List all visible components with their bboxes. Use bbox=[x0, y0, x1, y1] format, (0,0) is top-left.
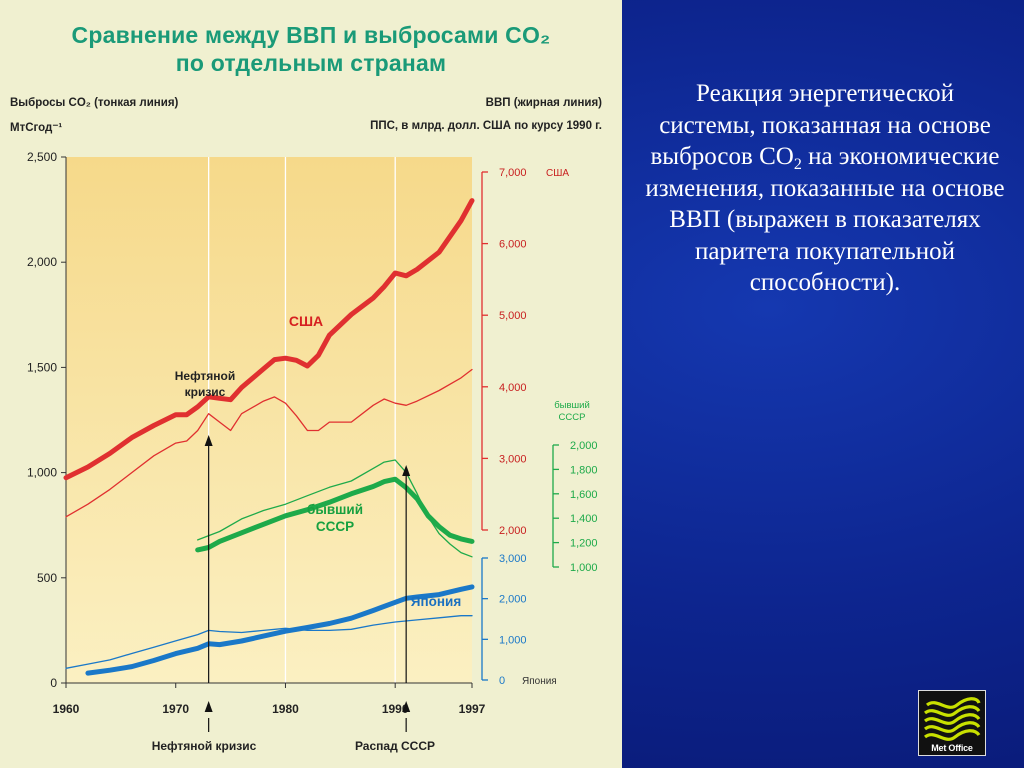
ussr-collapse-arrowhead-bottom bbox=[402, 701, 411, 712]
x-tick-label: 1990 bbox=[382, 702, 409, 716]
ussr-series-label-line1: бывший bbox=[307, 502, 363, 517]
x-tick-label: 1997 bbox=[459, 702, 486, 716]
right-tick-label: 2,000 bbox=[570, 440, 598, 452]
oil-crisis-label-top-line2: кризис bbox=[185, 385, 226, 399]
ussr-axis-name-line1: бывший bbox=[554, 400, 590, 411]
right-tick-label: 1,400 bbox=[570, 513, 598, 525]
ussr-collapse-arrowhead-top bbox=[402, 465, 411, 476]
plot-area bbox=[66, 157, 472, 683]
oil-crisis-arrowhead-top bbox=[204, 435, 213, 446]
series-line-3 bbox=[197, 459, 473, 558]
right-tick-label: 1,200 bbox=[570, 538, 598, 550]
left-tick-label: 2,500 bbox=[27, 150, 57, 164]
series-line-5 bbox=[65, 615, 473, 669]
japan-series-label: Япония bbox=[411, 594, 461, 609]
caption-part1: Реакция энергетической системы, показанн… bbox=[650, 80, 991, 170]
right-axis-unit: ППС, в млрд. долл. США по курсу 1990 г. bbox=[370, 120, 602, 132]
series-line-0 bbox=[63, 198, 475, 481]
ussr-collapse-label: Распад СССР bbox=[355, 739, 435, 753]
usa-axis-name: США bbox=[546, 168, 569, 179]
x-tick-label: 1970 bbox=[162, 702, 189, 716]
left-tick-label: 1,000 bbox=[27, 466, 57, 480]
chart-title-line2: по отдельным странам bbox=[175, 50, 447, 76]
japan-axis-name: Япония bbox=[522, 676, 557, 687]
right-tick-label: 2,000 bbox=[499, 594, 527, 606]
right-tick-label: 1,600 bbox=[570, 489, 598, 501]
right-tick-label: 5,000 bbox=[499, 310, 527, 322]
right-tick-label: 1,800 bbox=[570, 464, 598, 476]
chart-plot: 0 500 1,000 1,500 2,000 2,500 1960 1970 1980 1990… bbox=[27, 150, 598, 753]
right-tick-label: 4,000 bbox=[499, 382, 527, 394]
right-tick-label: 1,000 bbox=[499, 634, 527, 646]
oil-crisis-arrowhead-bottom bbox=[204, 701, 213, 712]
right-axis-header: ВВП (жирная линия) bbox=[485, 97, 602, 109]
right-tick-label: 6,000 bbox=[499, 239, 527, 251]
left-tick-label: 2,000 bbox=[27, 255, 57, 269]
right-tick-label: 7,000 bbox=[499, 167, 527, 179]
usa-series-label: США bbox=[289, 313, 323, 329]
right-tick-label: 2,000 bbox=[499, 525, 527, 537]
left-axis-unit: МтСгод⁻¹ bbox=[10, 122, 63, 134]
x-tick-label: 1980 bbox=[272, 702, 299, 716]
series-line-4 bbox=[85, 584, 475, 676]
x-tick-label: 1960 bbox=[53, 702, 80, 716]
ussr-series-label-line2: СССР bbox=[316, 519, 354, 534]
chart-title-line1: Сравнение между ВВП и выбросами CO₂ bbox=[71, 22, 551, 48]
slide-caption: Реакция энергетической системы, показанн… bbox=[645, 78, 1005, 299]
series-line-1 bbox=[65, 368, 473, 518]
oil-crisis-label-top-line1: Нефтяной bbox=[175, 369, 236, 383]
caption-part2: на экономические изменения, показанные н… bbox=[645, 143, 1005, 296]
left-tick-label: 0 bbox=[50, 676, 57, 690]
left-axis-header: Выбросы CO₂ (тонкая линия) bbox=[10, 97, 179, 109]
ussr-axis-name-line2: СССР bbox=[559, 412, 586, 423]
met-office-label: Met Office bbox=[931, 743, 973, 753]
right-tick-label: 0 bbox=[499, 675, 505, 687]
met-office-waves-icon bbox=[924, 697, 981, 741]
met-office-logo: Met Office bbox=[918, 690, 986, 756]
caption-subscript: 2 bbox=[793, 156, 802, 173]
series-line-2 bbox=[195, 476, 475, 553]
chart-figure: Сравнение между ВВП и выбросами CO₂ по о… bbox=[0, 0, 622, 768]
right-tick-label: 3,000 bbox=[499, 553, 527, 565]
left-tick-label: 500 bbox=[37, 571, 57, 585]
oil-crisis-label-bottom: Нефтяной кризис bbox=[152, 739, 257, 753]
right-tick-label: 3,000 bbox=[499, 453, 527, 465]
left-tick-label: 1,500 bbox=[27, 360, 57, 374]
right-tick-label: 1,000 bbox=[570, 562, 598, 574]
